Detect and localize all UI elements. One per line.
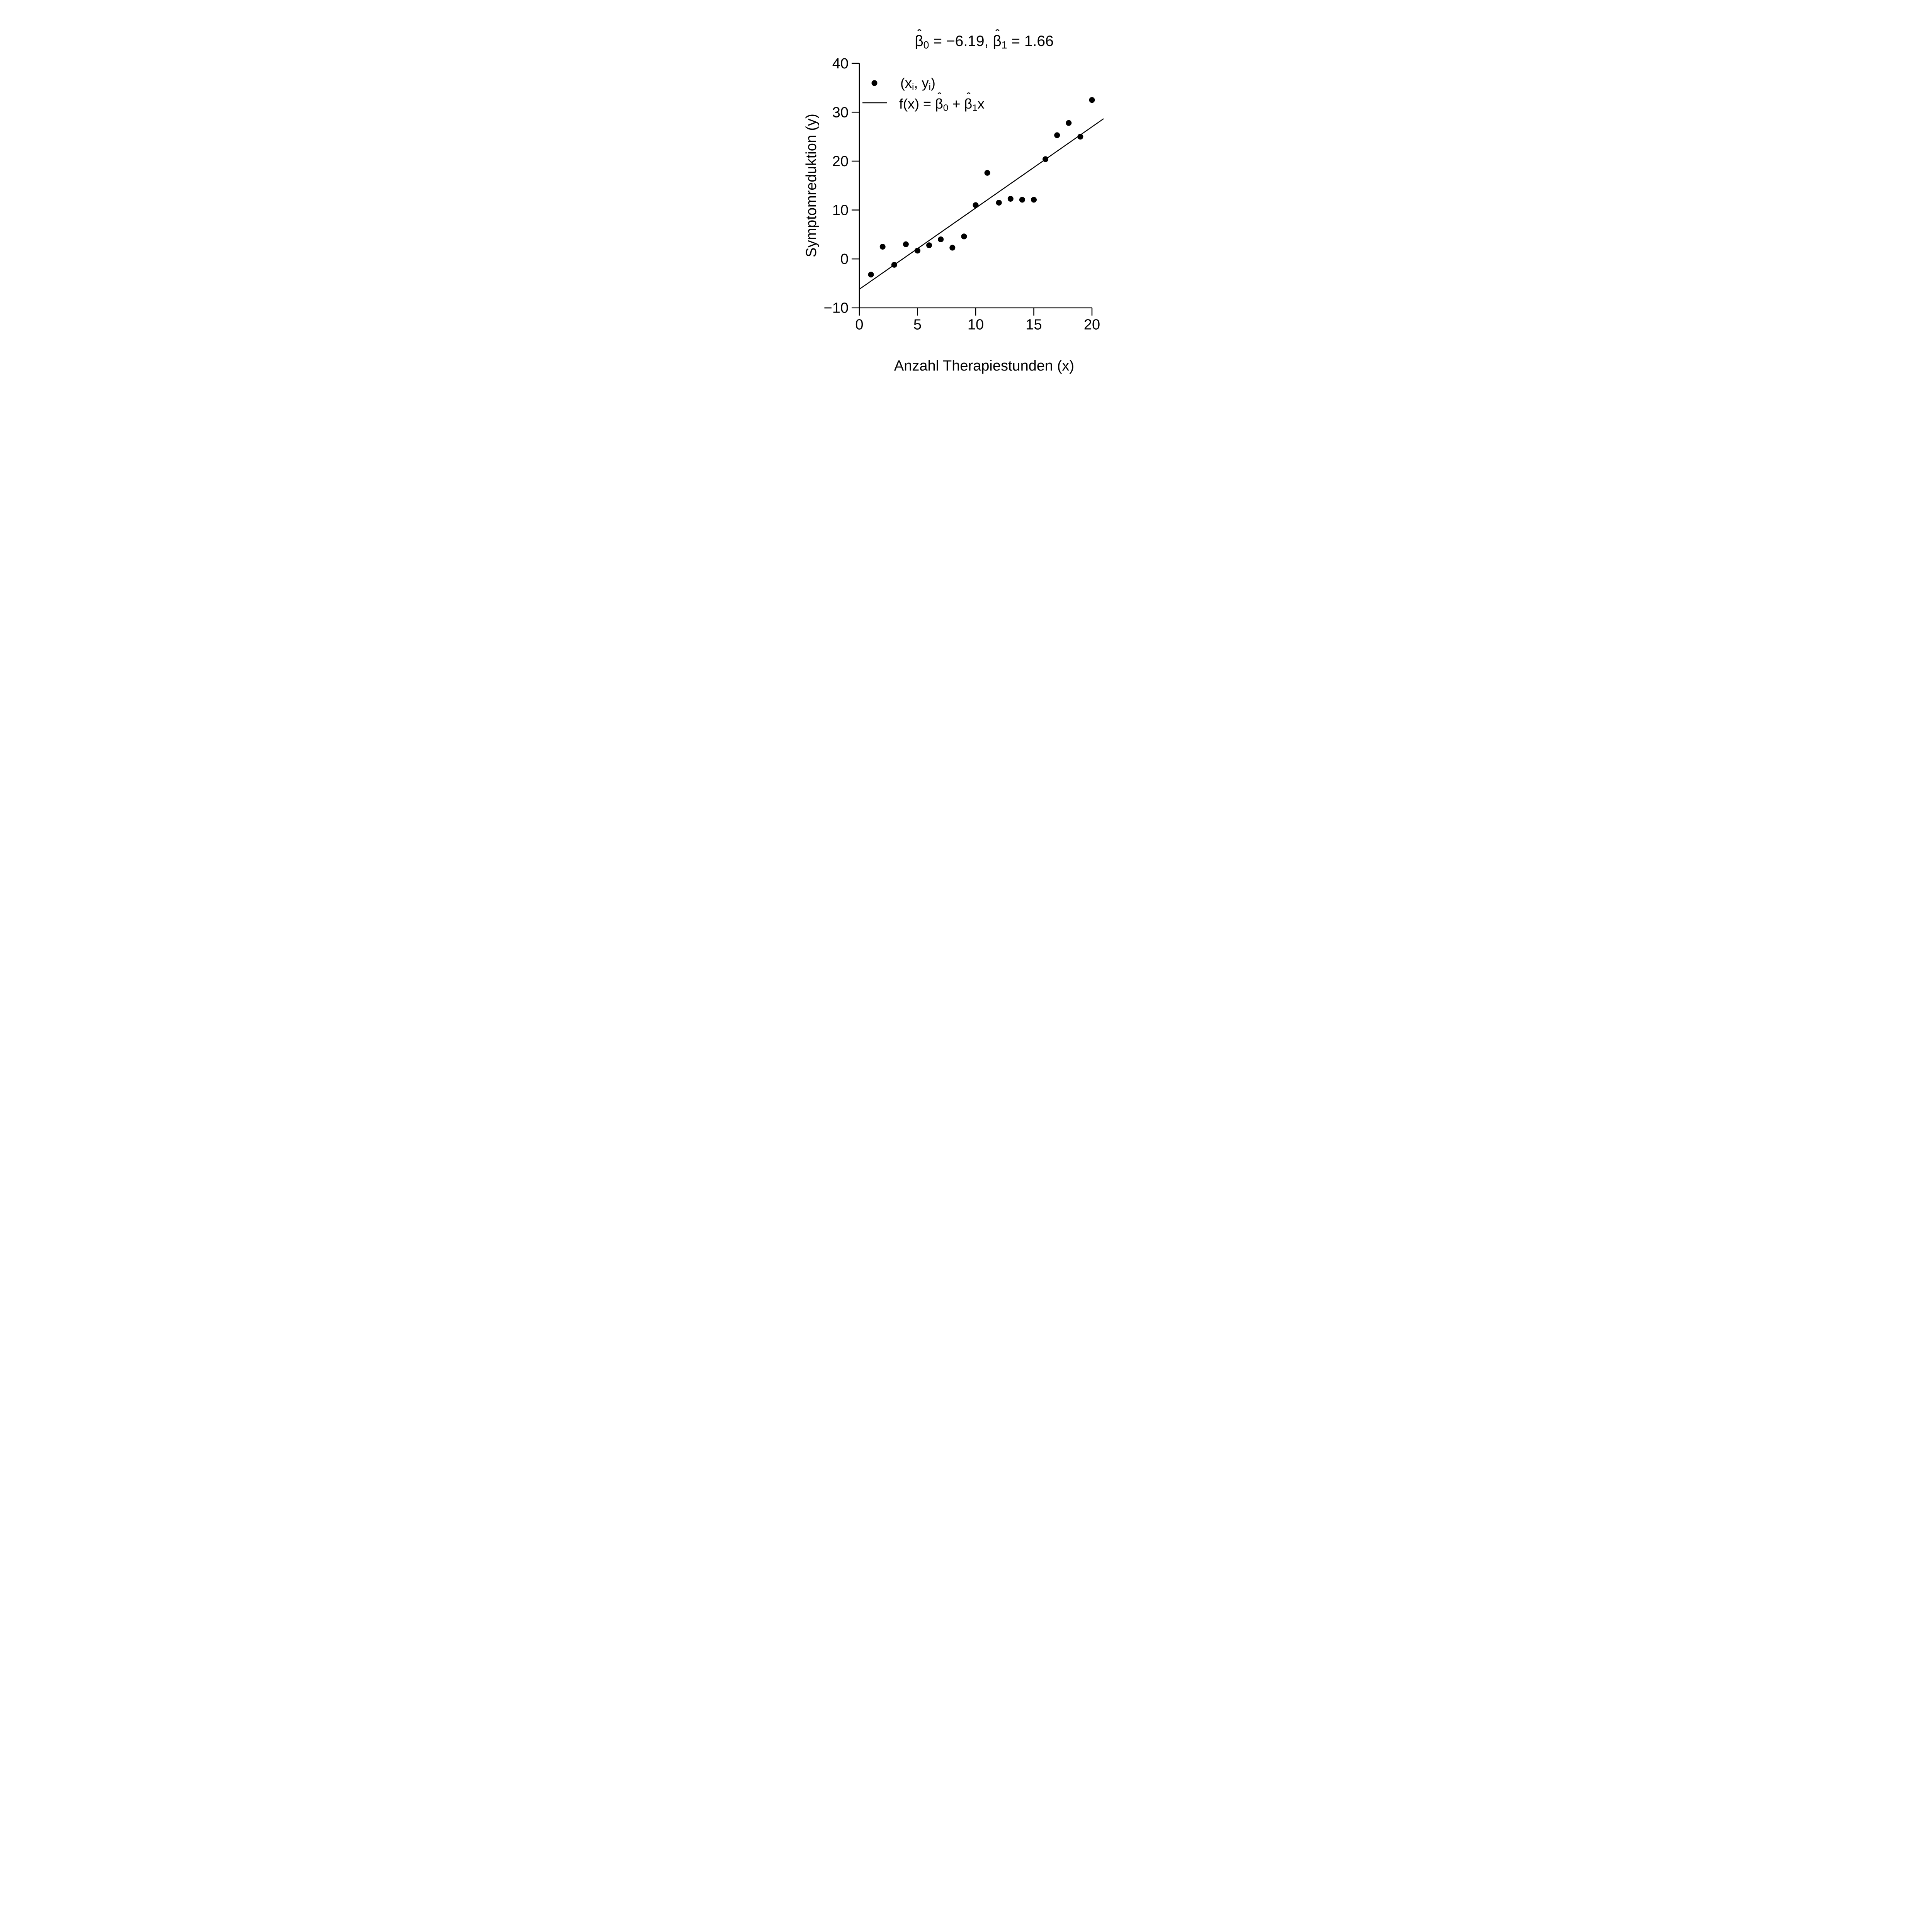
hat-icon: ˆ [917,26,922,43]
legend-point-label: (xi, yi) [900,75,935,93]
hat-icon: ˆ [966,90,971,105]
y-tick-label: 0 [840,251,849,267]
data-point [1066,120,1072,126]
y-tick-label: 10 [832,202,849,219]
data-point [938,236,944,243]
data-point [879,243,886,250]
y-axis-title: Symptomreduktion (y) [803,114,820,257]
beta0-subscript: 0 [923,39,929,51]
beta1-value: = 1.66 [1007,33,1054,49]
data-point [1077,134,1083,140]
data-point [903,241,909,247]
y-tick-label: 20 [832,153,849,170]
scatter-plot-figure: 0 5 10 15 20 −10 0 10 20 30 40 ˆ β0 = −6.19, ˆ β1 = … [773,0,1159,386]
data-point [915,248,920,254]
hat-icon: ˆ [937,90,942,105]
data-point [926,242,932,248]
data-point [996,200,1002,206]
beta1-subscript: 1 [1001,39,1007,51]
x-tick-label: 10 [968,317,984,333]
x-tick-label: 0 [855,317,863,333]
y-tick-label: 40 [832,56,849,72]
legend-point-marker [871,80,878,86]
plot-title: ˆ β0 = −6.19, ˆ β1 = 1.66 [849,26,1119,54]
data-point [1019,197,1025,203]
x-tick-label: 15 [1026,317,1042,333]
data-point [1089,97,1095,103]
hat-icon: ˆ [995,26,1000,43]
data-point [868,272,874,278]
beta0-value: = −6.19, [929,33,993,49]
x-tick-label: 20 [1084,317,1100,333]
data-point [1054,132,1060,138]
y-tick-label: 30 [832,104,849,121]
chart-svg: 0 5 10 15 20 −10 0 10 20 30 40 [824,56,1104,333]
y-tick-label: −10 [824,300,849,316]
legend-line-label: f(x) = ˆ β0 + ˆ β1x [899,90,985,117]
data-point [973,202,979,208]
data-point [984,170,990,176]
data-point [961,233,967,240]
data-point [1043,156,1049,162]
data-point [1031,197,1037,203]
regression-line [859,118,1104,290]
data-point [891,262,897,268]
x-axis-title: Anzahl Therapiestunden (x) [894,358,1075,374]
data-point [1007,196,1014,202]
x-tick-label: 5 [913,317,922,333]
data-point [949,245,956,251]
